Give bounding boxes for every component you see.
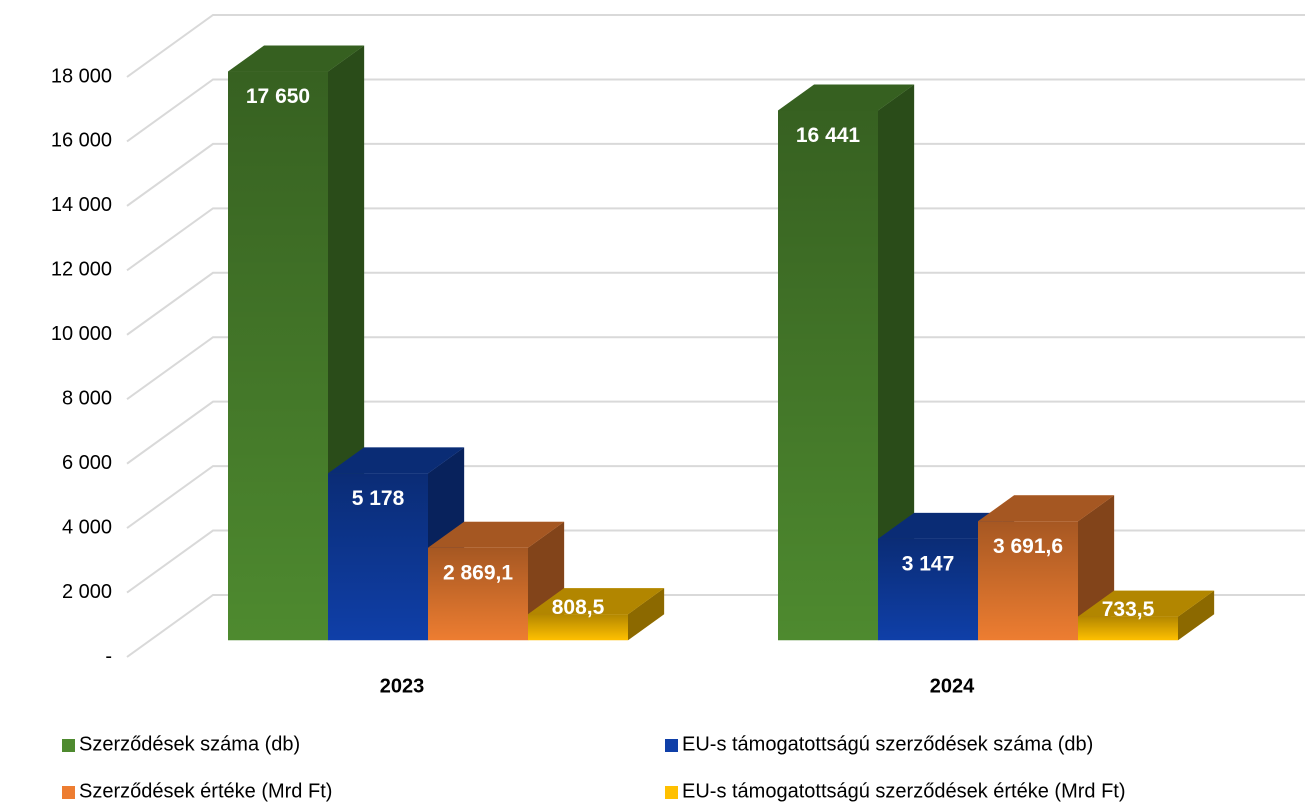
grid-line bbox=[126, 336, 1305, 401]
bar-side bbox=[878, 84, 915, 641]
bar-front-shade bbox=[978, 521, 1078, 641]
legend-label: Szerződések száma (db) bbox=[79, 733, 300, 755]
legend-label: Szerződések értéke (Mrd Ft) bbox=[79, 780, 332, 802]
bar-side-shade bbox=[1178, 590, 1215, 641]
y-tick-label: 6 000 bbox=[62, 452, 112, 474]
bar-top-shade bbox=[978, 495, 1115, 522]
grid-line bbox=[126, 78, 1305, 143]
bar-side bbox=[628, 588, 665, 641]
bar-front-shade bbox=[528, 614, 628, 641]
y-tick-label: 2 000 bbox=[62, 581, 112, 603]
y-tick-label: 4 000 bbox=[62, 516, 112, 538]
y-tick-label: 12 000 bbox=[51, 259, 112, 281]
legend-swatch bbox=[62, 786, 75, 799]
y-tick-label: 18 000 bbox=[51, 65, 112, 87]
bar-top bbox=[778, 84, 915, 111]
x-tick-label: 2024 bbox=[930, 675, 975, 697]
bar-front-shade bbox=[778, 110, 878, 641]
bar-top-shade bbox=[778, 84, 915, 111]
bar-front-shade bbox=[878, 538, 978, 641]
bar-top bbox=[978, 495, 1115, 522]
value-label: 733,5 bbox=[1102, 598, 1155, 621]
bar-front-shade bbox=[1078, 616, 1178, 641]
bar-top bbox=[328, 447, 465, 474]
grid-line bbox=[126, 207, 1305, 272]
bar bbox=[978, 495, 1115, 641]
bar bbox=[778, 84, 915, 641]
bar-side-shade bbox=[878, 84, 915, 641]
grid-line bbox=[126, 400, 1305, 465]
grid-line bbox=[126, 465, 1305, 529]
bar-top bbox=[528, 588, 665, 615]
bar-top bbox=[428, 521, 565, 548]
bar-top-shade bbox=[228, 45, 365, 72]
bar-front-shade bbox=[228, 71, 328, 641]
bar-front-shade bbox=[428, 547, 528, 641]
value-label: 2 869,1 bbox=[443, 561, 513, 584]
value-label: 808,5 bbox=[552, 596, 605, 619]
y-tick-label: 14 000 bbox=[51, 194, 112, 216]
legend-swatch bbox=[62, 739, 75, 752]
bar-front-shade bbox=[328, 473, 428, 641]
bar-top-shade bbox=[1078, 590, 1215, 617]
legend-swatch bbox=[665, 786, 678, 799]
y-tick-label: - bbox=[105, 645, 112, 667]
value-label: 16 441 bbox=[796, 124, 861, 147]
bar-top-shade bbox=[328, 447, 465, 474]
grid-line bbox=[126, 14, 1305, 78]
value-label: 5 178 bbox=[352, 487, 405, 510]
value-label: 3 147 bbox=[902, 552, 955, 575]
bar bbox=[1078, 590, 1215, 641]
grid-line bbox=[126, 142, 1305, 207]
bar-top-shade bbox=[528, 588, 665, 615]
bar-top bbox=[1078, 590, 1215, 617]
value-label: 17 650 bbox=[246, 85, 310, 108]
legend-label: EU-s támogatottságú szerződések értéke (… bbox=[682, 780, 1126, 802]
y-tick-label: 8 000 bbox=[62, 388, 112, 410]
bar-top bbox=[228, 45, 365, 72]
value-label: 3 691,6 bbox=[993, 535, 1063, 558]
legend-label: EU-s támogatottságú szerződések száma (d… bbox=[682, 733, 1093, 755]
bar-top-shade bbox=[428, 521, 565, 548]
bar-side bbox=[1178, 590, 1215, 641]
grid-line bbox=[126, 271, 1305, 336]
bar-side-shade bbox=[628, 588, 665, 641]
bar bbox=[428, 521, 565, 641]
y-tick-label: 16 000 bbox=[51, 130, 112, 152]
legend-swatch bbox=[665, 739, 678, 752]
x-tick-label: 2023 bbox=[380, 675, 425, 697]
bar bbox=[528, 588, 665, 641]
y-tick-label: 10 000 bbox=[51, 323, 112, 345]
